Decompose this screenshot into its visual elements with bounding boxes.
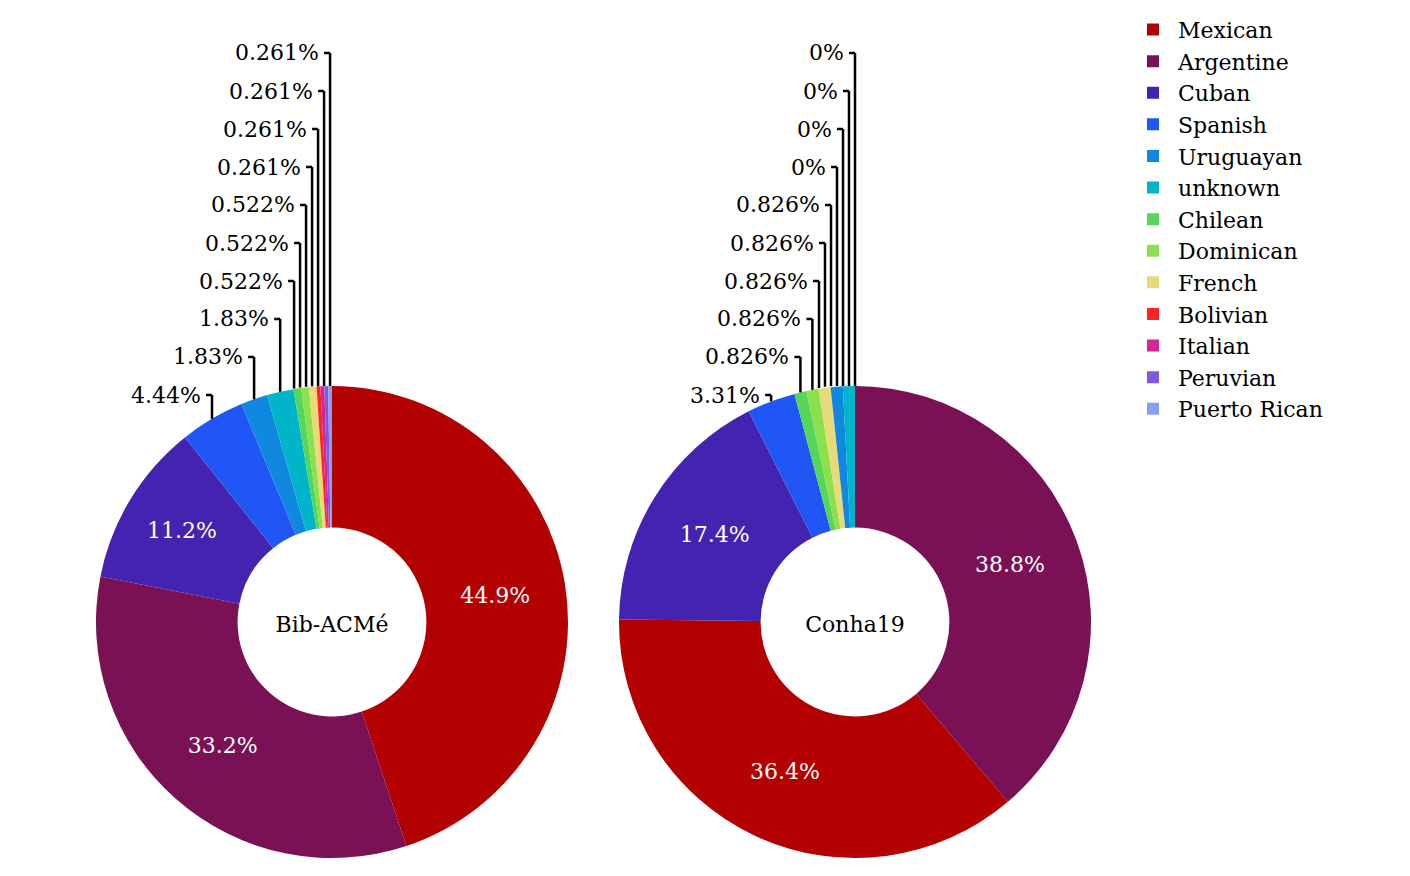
svg-text:Mexican: Mexican	[1178, 18, 1273, 43]
svg-text:0%: 0%	[809, 40, 844, 65]
svg-text:unknown: unknown	[1178, 176, 1280, 201]
svg-text:French: French	[1178, 271, 1257, 296]
svg-text:0.826%: 0.826%	[717, 306, 801, 331]
svg-text:Peruvian: Peruvian	[1178, 366, 1276, 391]
svg-text:1.83%: 1.83%	[173, 344, 243, 369]
svg-text:0.826%: 0.826%	[736, 192, 820, 217]
svg-text:0.261%: 0.261%	[229, 79, 313, 104]
svg-text:Bolivian: Bolivian	[1178, 303, 1268, 328]
svg-text:0.826%: 0.826%	[730, 231, 814, 256]
svg-text:Argentine: Argentine	[1177, 50, 1289, 75]
svg-text:Conha19: Conha19	[805, 612, 905, 637]
svg-text:0.522%: 0.522%	[211, 192, 295, 217]
svg-text:3.31%: 3.31%	[690, 383, 760, 408]
svg-text:0%: 0%	[803, 79, 838, 104]
svg-text:Dominican: Dominican	[1178, 239, 1298, 264]
svg-text:0.826%: 0.826%	[705, 344, 789, 369]
svg-text:Uruguayan: Uruguayan	[1178, 145, 1302, 170]
svg-text:38.8%: 38.8%	[975, 552, 1045, 577]
svg-text:Bib-ACMé: Bib-ACMé	[276, 612, 389, 637]
svg-text:0.261%: 0.261%	[217, 155, 301, 180]
svg-text:44.9%: 44.9%	[460, 583, 530, 608]
svg-text:Puerto Rican: Puerto Rican	[1178, 397, 1323, 422]
svg-text:Chilean: Chilean	[1178, 208, 1263, 233]
svg-text:0%: 0%	[797, 117, 832, 142]
svg-text:0.261%: 0.261%	[223, 117, 307, 142]
svg-text:0.522%: 0.522%	[199, 269, 283, 294]
svg-text:0%: 0%	[791, 155, 826, 180]
svg-text:Italian: Italian	[1178, 334, 1250, 359]
svg-text:0.261%: 0.261%	[235, 40, 319, 65]
svg-text:0.826%: 0.826%	[724, 269, 808, 294]
svg-text:33.2%: 33.2%	[188, 733, 258, 758]
svg-text:36.4%: 36.4%	[750, 759, 820, 784]
svg-text:Cuban: Cuban	[1178, 81, 1250, 106]
svg-text:4.44%: 4.44%	[131, 383, 201, 408]
svg-text:11.2%: 11.2%	[147, 518, 217, 543]
svg-text:1.83%: 1.83%	[199, 306, 269, 331]
svg-text:17.4%: 17.4%	[680, 522, 750, 547]
svg-text:0.522%: 0.522%	[205, 231, 289, 256]
svg-text:Spanish: Spanish	[1178, 113, 1267, 138]
